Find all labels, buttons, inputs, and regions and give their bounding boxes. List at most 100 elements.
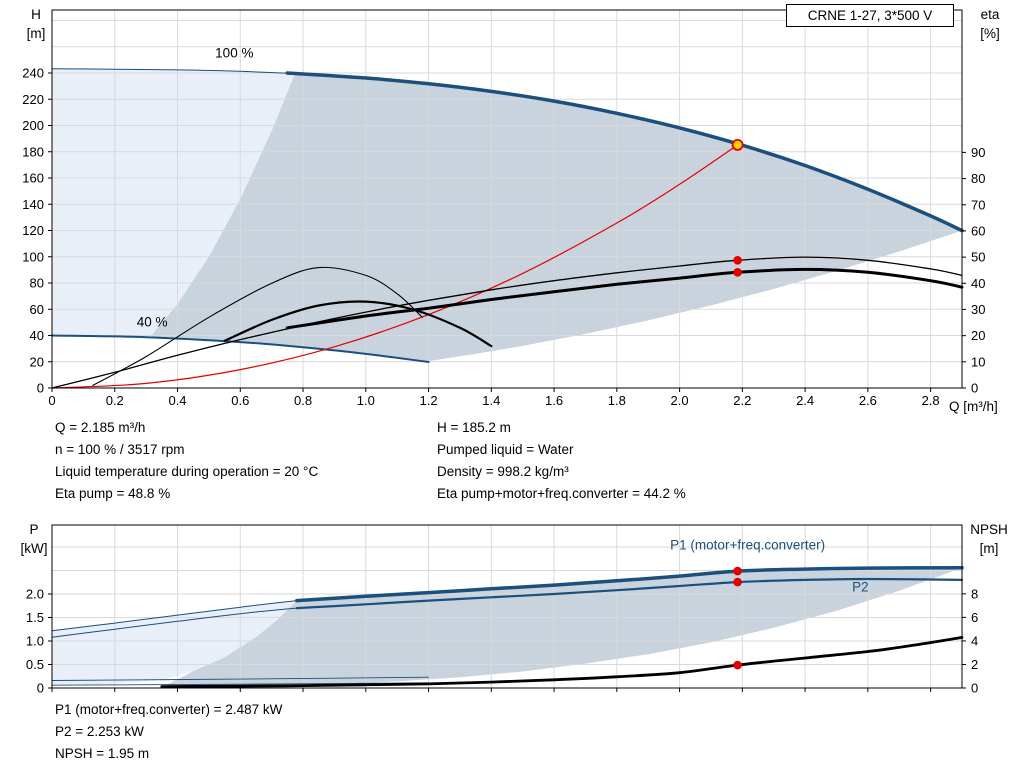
q-axis-title: Q [m³/h] xyxy=(949,399,998,414)
readout-eta-total: Eta pump+motor+freq.converter = 44.2 % xyxy=(437,486,686,501)
tick-label: 0 xyxy=(37,381,44,396)
tick-label: 40 xyxy=(971,276,985,291)
eta-axis-title: eta [%] xyxy=(962,5,1018,43)
tick-label: 20 xyxy=(971,328,985,343)
npsh-point xyxy=(733,660,742,670)
tick-label: 40 xyxy=(30,328,44,343)
npsh-axis-title: NPSH [m] xyxy=(958,520,1020,558)
eta-axis-unit: [%] xyxy=(980,26,1000,41)
eta-total-point xyxy=(733,268,742,277)
p1-point xyxy=(733,566,742,576)
tick-label: 80 xyxy=(971,171,985,186)
tick-label: 50 xyxy=(971,250,985,265)
npsh-axis-symbol: NPSH xyxy=(970,522,1008,537)
h-axis-unit: [m] xyxy=(26,26,46,41)
tick-label: 180 xyxy=(22,144,44,159)
readout-temperature: Liquid temperature during operation = 20… xyxy=(55,464,319,479)
tick-label: 8 xyxy=(971,586,978,601)
tick-label: 140 xyxy=(22,197,44,212)
speed-label-100: 100 % xyxy=(215,45,253,60)
power-readout: P1 (motor+freq.converter) = 2.487 kW P2 … xyxy=(55,699,282,765)
readout-density: Density = 998.2 kg/m³ xyxy=(437,464,569,479)
tick-label: 240 xyxy=(22,66,44,81)
tick-label: 1.0 xyxy=(26,633,44,648)
npsh-axis-unit: [m] xyxy=(979,541,999,556)
tick-label: 90 xyxy=(971,145,985,160)
tick-label: 0 xyxy=(971,681,978,696)
duty-readout-right: H = 185.2 m Pumped liquid = Water Densit… xyxy=(437,417,686,505)
tick-label: 1.2 xyxy=(420,393,438,408)
aux-min-power-1 xyxy=(51,676,430,681)
p2-point xyxy=(733,577,742,587)
pump-curve-40 xyxy=(51,334,430,363)
h-axis-title: H [m] xyxy=(20,5,52,43)
tick-label: 2.4 xyxy=(796,393,814,408)
tick-label: 1.4 xyxy=(482,393,500,408)
tick-label: 160 xyxy=(22,171,44,186)
duty-point[interactable] xyxy=(731,138,744,151)
tick-label: 1.5 xyxy=(26,610,44,625)
readout-eta-pump: Eta pump = 48.8 % xyxy=(55,486,171,501)
tick-label: 1.8 xyxy=(608,393,626,408)
p2-curve-thin xyxy=(51,607,298,638)
tick-label: 0.2 xyxy=(106,393,124,408)
p1-curve-thin xyxy=(51,600,298,632)
readout-h: H = 185.2 m xyxy=(437,420,511,435)
p-axis-title: P [kW] xyxy=(14,520,54,558)
p1-curve-label: P1 (motor+freq.converter) xyxy=(670,537,825,552)
tick-label: 100 xyxy=(22,249,44,264)
tick-label: 0 xyxy=(971,381,978,396)
hq-eta-chart: 0 20 40 60 80 100 120 140 160 180 200 220 240 0 10 20 30… xyxy=(22,9,985,408)
tick-label: 2.0 xyxy=(671,393,689,408)
power-npsh-chart: 0 0.5 1.0 1.5 2.0 0 2 4 6 8 P1 (motor+freq.convert… xyxy=(26,524,978,696)
pump-curve-100-thin xyxy=(51,68,304,75)
tick-label: 0.8 xyxy=(294,393,312,408)
tick-label: 6 xyxy=(971,610,978,625)
eta-arc-40-a xyxy=(92,266,423,386)
tick-label: 2.0 xyxy=(26,586,44,601)
tick-label: 60 xyxy=(971,223,985,238)
eta-axis-symbol: eta xyxy=(980,7,1000,22)
readout-npsh: NPSH = 1.95 m xyxy=(55,746,150,761)
pump-model-box: CRNE 1-27, 3*500 V xyxy=(786,4,954,27)
speed-label-40: 40 % xyxy=(137,314,168,329)
p2-curve xyxy=(295,577,964,610)
eta-pump-curve xyxy=(51,256,963,389)
pump-curve-100 xyxy=(285,71,964,233)
readout-speed: n = 100 % / 3517 rpm xyxy=(55,442,185,457)
tick-label: 2 xyxy=(971,657,978,672)
tick-label: 20 xyxy=(30,354,44,369)
tick-label: 120 xyxy=(22,223,44,238)
tick-label: 30 xyxy=(971,302,985,317)
readout-p1: P1 (motor+freq.converter) = 2.487 kW xyxy=(55,702,283,717)
tick-label: 200 xyxy=(22,118,44,133)
tick-label: 0.6 xyxy=(231,393,249,408)
duty-readout-left: Q = 2.185 m³/h n = 100 % / 3517 rpm Liqu… xyxy=(55,417,318,505)
h-axis-symbol: H xyxy=(31,7,41,22)
eta-arc-40-b xyxy=(223,300,493,348)
tick-label: 4 xyxy=(971,633,978,648)
tick-label: 0.4 xyxy=(168,393,186,408)
tick-label: 2.6 xyxy=(859,393,877,408)
tick-label: 70 xyxy=(971,197,985,212)
eta-total-curve xyxy=(285,267,964,330)
p1-curve xyxy=(295,565,964,603)
eta-pump-point xyxy=(733,255,742,265)
tick-label: 60 xyxy=(30,302,44,317)
tick-label: 1.6 xyxy=(545,393,563,408)
p-axis-unit: [kW] xyxy=(20,541,48,556)
readout-p2: P2 = 2.253 kW xyxy=(55,724,144,739)
operating-envelope-light xyxy=(52,68,296,338)
p2-curve-label: P2 xyxy=(852,580,869,595)
tick-label: 0.5 xyxy=(26,657,44,672)
tick-label: 10 xyxy=(971,354,985,369)
tick-label: 80 xyxy=(30,276,44,291)
readout-q: Q = 2.185 m³/h xyxy=(55,420,146,435)
tick-label: 0 xyxy=(48,393,55,408)
p-axis-symbol: P xyxy=(29,522,39,537)
tick-label: 2.8 xyxy=(922,393,940,408)
tick-label: 220 xyxy=(22,92,44,107)
operating-envelope-dark xyxy=(152,73,962,362)
npsh-curve xyxy=(160,636,964,688)
